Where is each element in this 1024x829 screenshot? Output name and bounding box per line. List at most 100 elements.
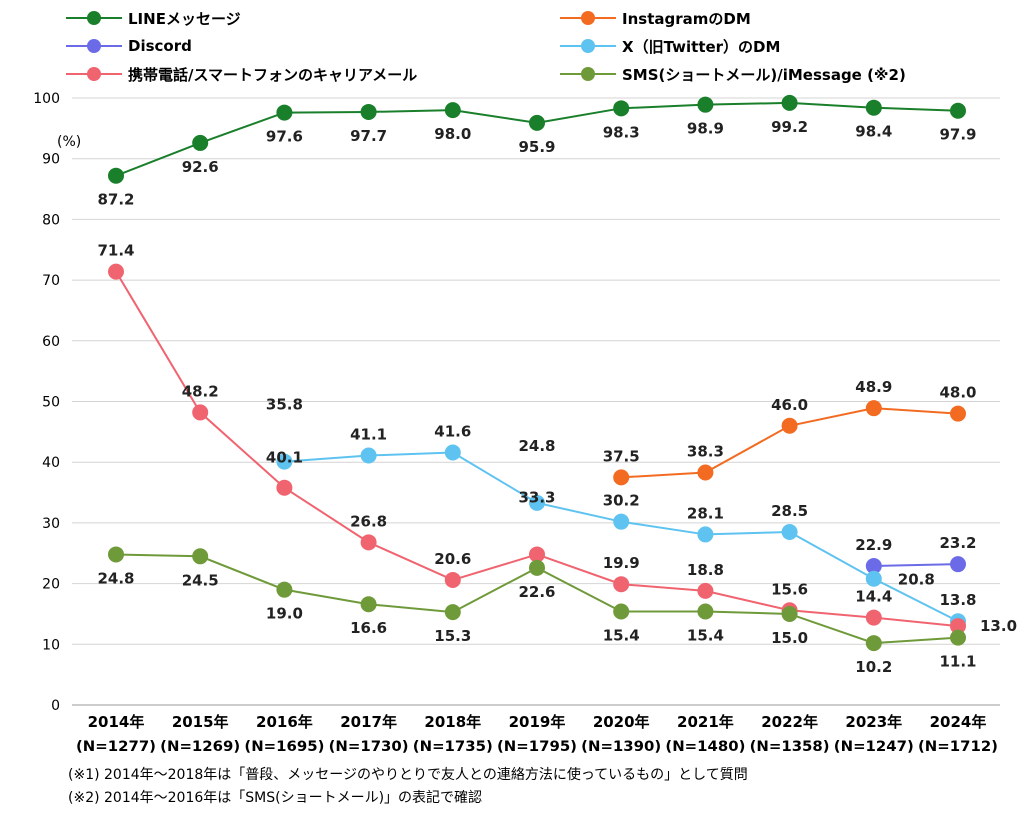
legend-item-instagram: InstagramのDM — [560, 6, 751, 30]
series-2 — [865, 556, 966, 574]
data-labels: 87.2 92.6 97.6 97.7 98.0 95.9 98.3 98.9 99.2 98.4… — [97, 118, 1017, 676]
legend-label-discord: Discord — [128, 37, 192, 55]
data-label: 48.9 — [855, 378, 892, 396]
gridlines — [72, 97, 1000, 706]
data-point — [444, 102, 461, 119]
data-label: 16.6 — [350, 619, 387, 637]
legend-swatch-sms — [560, 64, 616, 84]
data-point — [529, 546, 545, 563]
data-point — [613, 100, 630, 117]
data-point — [444, 604, 461, 621]
data-point — [529, 114, 545, 131]
data-point — [950, 629, 966, 646]
legend-label-instagram: InstagramのDM — [622, 9, 751, 28]
data-point — [108, 263, 124, 280]
data-label: 19.0 — [266, 605, 303, 623]
data-point — [865, 570, 882, 587]
x-tick-label-n: (N=1480) — [665, 739, 745, 755]
data-label: 87.2 — [97, 191, 134, 209]
legend-swatch-instagram — [560, 8, 616, 28]
data-label: 15.0 — [771, 629, 808, 647]
legend-label-sms: SMS(ショートメール)/iMessage (※2) — [622, 65, 906, 84]
series-4 — [108, 263, 966, 635]
data-point — [950, 618, 966, 635]
data-point — [781, 94, 798, 111]
data-point — [276, 104, 293, 121]
x-tick-label-n: (N=1277) — [76, 739, 156, 755]
data-point — [529, 494, 545, 511]
data-point — [613, 513, 630, 530]
data-label: 97.7 — [350, 127, 387, 145]
data-label: 23.2 — [939, 534, 976, 552]
data-label: 24.5 — [182, 571, 219, 589]
data-label: 98.0 — [434, 125, 471, 143]
data-label: 18.8 — [687, 561, 724, 579]
data-point — [781, 524, 798, 541]
y-tick-label: 70 — [42, 273, 60, 289]
x-tick-label-year: 2021年 — [677, 713, 734, 731]
x-tick-label-year: 2024年 — [930, 713, 987, 731]
data-label: 92.6 — [182, 158, 219, 176]
y-axis-label: (%) — [57, 134, 81, 150]
data-label: 20.8 — [898, 571, 935, 589]
data-label: 13.8 — [939, 591, 976, 609]
data-point — [697, 582, 714, 599]
data-label: 15.4 — [603, 627, 640, 645]
data-point — [276, 479, 293, 496]
data-label: 71.4 — [97, 242, 134, 260]
data-point — [360, 596, 377, 613]
data-point — [950, 556, 966, 573]
legend-swatch-carrier-mail — [66, 64, 122, 84]
data-point — [697, 96, 714, 113]
data-point — [444, 571, 461, 588]
data-label: 41.1 — [350, 426, 387, 444]
x-tick-label-year: 2014年 — [88, 713, 145, 731]
data-point — [360, 103, 377, 120]
data-point — [865, 99, 882, 116]
data-label: 98.9 — [687, 120, 724, 138]
data-label: 95.9 — [518, 138, 555, 156]
data-label: 22.9 — [855, 536, 892, 554]
series-0 — [108, 94, 966, 184]
data-label: 11.1 — [939, 653, 976, 671]
series-1 — [613, 400, 966, 486]
data-label: 22.6 — [518, 583, 555, 601]
data-point — [360, 534, 377, 551]
footnote-2: (※2) 2014年～2016年は「SMS(ショートメール)」の表記で確認 — [68, 790, 483, 806]
series-line — [873, 563, 959, 567]
data-label: 13.0 — [980, 617, 1017, 635]
x-tick-label-year: 2016年 — [256, 713, 313, 731]
data-label: 24.8 — [518, 437, 555, 455]
data-point — [276, 581, 293, 598]
data-label: 40.1 — [266, 449, 303, 467]
data-label: 28.5 — [771, 502, 808, 520]
data-point — [192, 548, 209, 565]
data-label: 46.0 — [771, 396, 808, 414]
data-point — [697, 526, 714, 543]
footnote-1: (※1) 2014年～2018年は「普段、メッセージのやりとりで友人との連絡方法… — [68, 767, 748, 783]
legend-label-line: LINEメッセージ — [128, 9, 241, 28]
x-tick-label-n: (N=1730) — [329, 739, 409, 755]
data-label: 10.2 — [855, 658, 892, 676]
x-tick-label-n: (N=1735) — [413, 739, 493, 755]
data-label: 26.8 — [350, 512, 387, 530]
data-label: 28.1 — [687, 504, 724, 522]
y-tick-label: 30 — [42, 516, 60, 532]
series-3 — [276, 444, 966, 630]
data-point — [108, 167, 124, 184]
x-tick-label-n: (N=1247) — [834, 739, 914, 755]
data-point — [192, 134, 209, 151]
data-point — [529, 559, 545, 576]
data-label: 98.4 — [855, 123, 892, 141]
x-tick-label-n: (N=1795) — [497, 739, 577, 755]
data-point — [865, 557, 882, 574]
data-point — [613, 576, 630, 593]
data-point — [613, 603, 630, 620]
y-tick-label: 20 — [42, 577, 60, 593]
data-label: 97.9 — [939, 126, 976, 144]
line-chart: 0 10 20 30 40 50 60 70 80 90 100 (%) 2014年 (N=1277)… — [33, 91, 1017, 755]
series-lines — [108, 94, 966, 652]
data-point — [108, 546, 124, 563]
data-label: 99.2 — [771, 118, 808, 136]
data-point — [865, 400, 882, 417]
